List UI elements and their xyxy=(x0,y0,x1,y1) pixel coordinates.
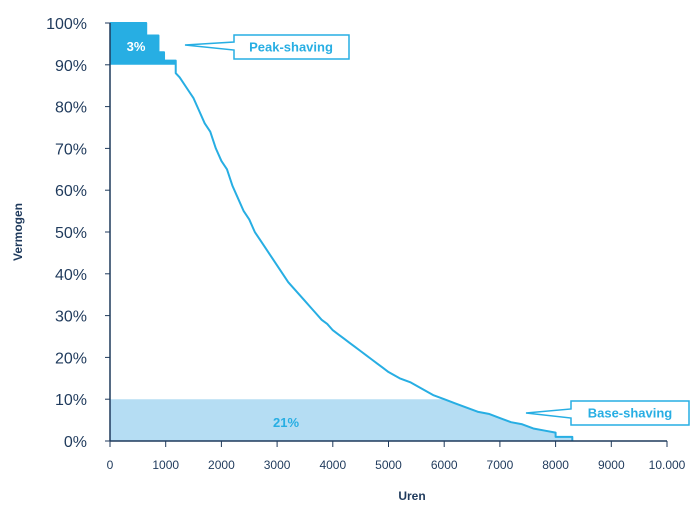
peak-shaving-area xyxy=(110,23,176,65)
y-tick-label: 30% xyxy=(55,309,87,326)
y-tick-labels: 0% 10% 20% 30% 40% 50% 60% 70% 80% 90% 100% xyxy=(46,16,87,451)
base-percentage-label: 21% xyxy=(273,415,299,430)
x-tick-label: 3000 xyxy=(264,458,291,472)
peak-percentage-label: 3% xyxy=(127,39,146,54)
x-tick-label: 4000 xyxy=(319,458,346,472)
axes-group xyxy=(105,22,668,447)
y-tick-label: 80% xyxy=(55,100,87,117)
x-tick-label: 10.000 xyxy=(649,458,686,472)
y-tick-label: 0% xyxy=(64,434,87,451)
y-tick-label: 90% xyxy=(55,58,87,75)
duration-curve-line xyxy=(110,22,574,441)
base-shaving-area-group xyxy=(110,399,573,441)
x-tick-label: 7000 xyxy=(487,458,514,472)
duration-curve-group xyxy=(110,22,574,441)
y-tick-label: 50% xyxy=(55,225,87,242)
base-shaving-callout-box xyxy=(525,400,690,426)
x-tick-labels: 0 1000 2000 3000 4000 5000 6000 7000 8000 9000 10.… xyxy=(107,458,686,472)
x-tick-label: 9000 xyxy=(598,458,625,472)
base-shaving-callout-text: Base-shaving xyxy=(588,406,673,421)
peak-shaving-callout-box xyxy=(184,34,350,60)
peak-shaving-callout-text: Peak-shaving xyxy=(249,40,333,55)
base-shaving-callout: Base-shaving xyxy=(525,400,690,426)
peak-shaving-area-group xyxy=(110,23,176,65)
x-tick-label: 5000 xyxy=(375,458,402,472)
y-tick-label: 70% xyxy=(55,141,87,158)
x-tick-label: 2000 xyxy=(208,458,235,472)
x-tick-label: 0 xyxy=(107,458,114,472)
y-tick-label: 10% xyxy=(55,392,87,409)
y-tick-label: 40% xyxy=(55,267,87,284)
peak-shaving-callout: Peak-shaving xyxy=(184,34,350,60)
y-tick-label: 100% xyxy=(46,16,87,33)
y-axis-title: Vermogen xyxy=(11,203,25,261)
base-shaving-area xyxy=(110,399,573,441)
x-tick-label: 6000 xyxy=(431,458,458,472)
region-labels: 3% 21% xyxy=(127,39,300,430)
x-axis-title: Uren xyxy=(398,489,425,503)
x-tick-label: 1000 xyxy=(152,458,179,472)
y-tick-label: 20% xyxy=(55,350,87,367)
y-tick-label: 60% xyxy=(55,183,87,200)
x-tick-label: 8000 xyxy=(542,458,569,472)
